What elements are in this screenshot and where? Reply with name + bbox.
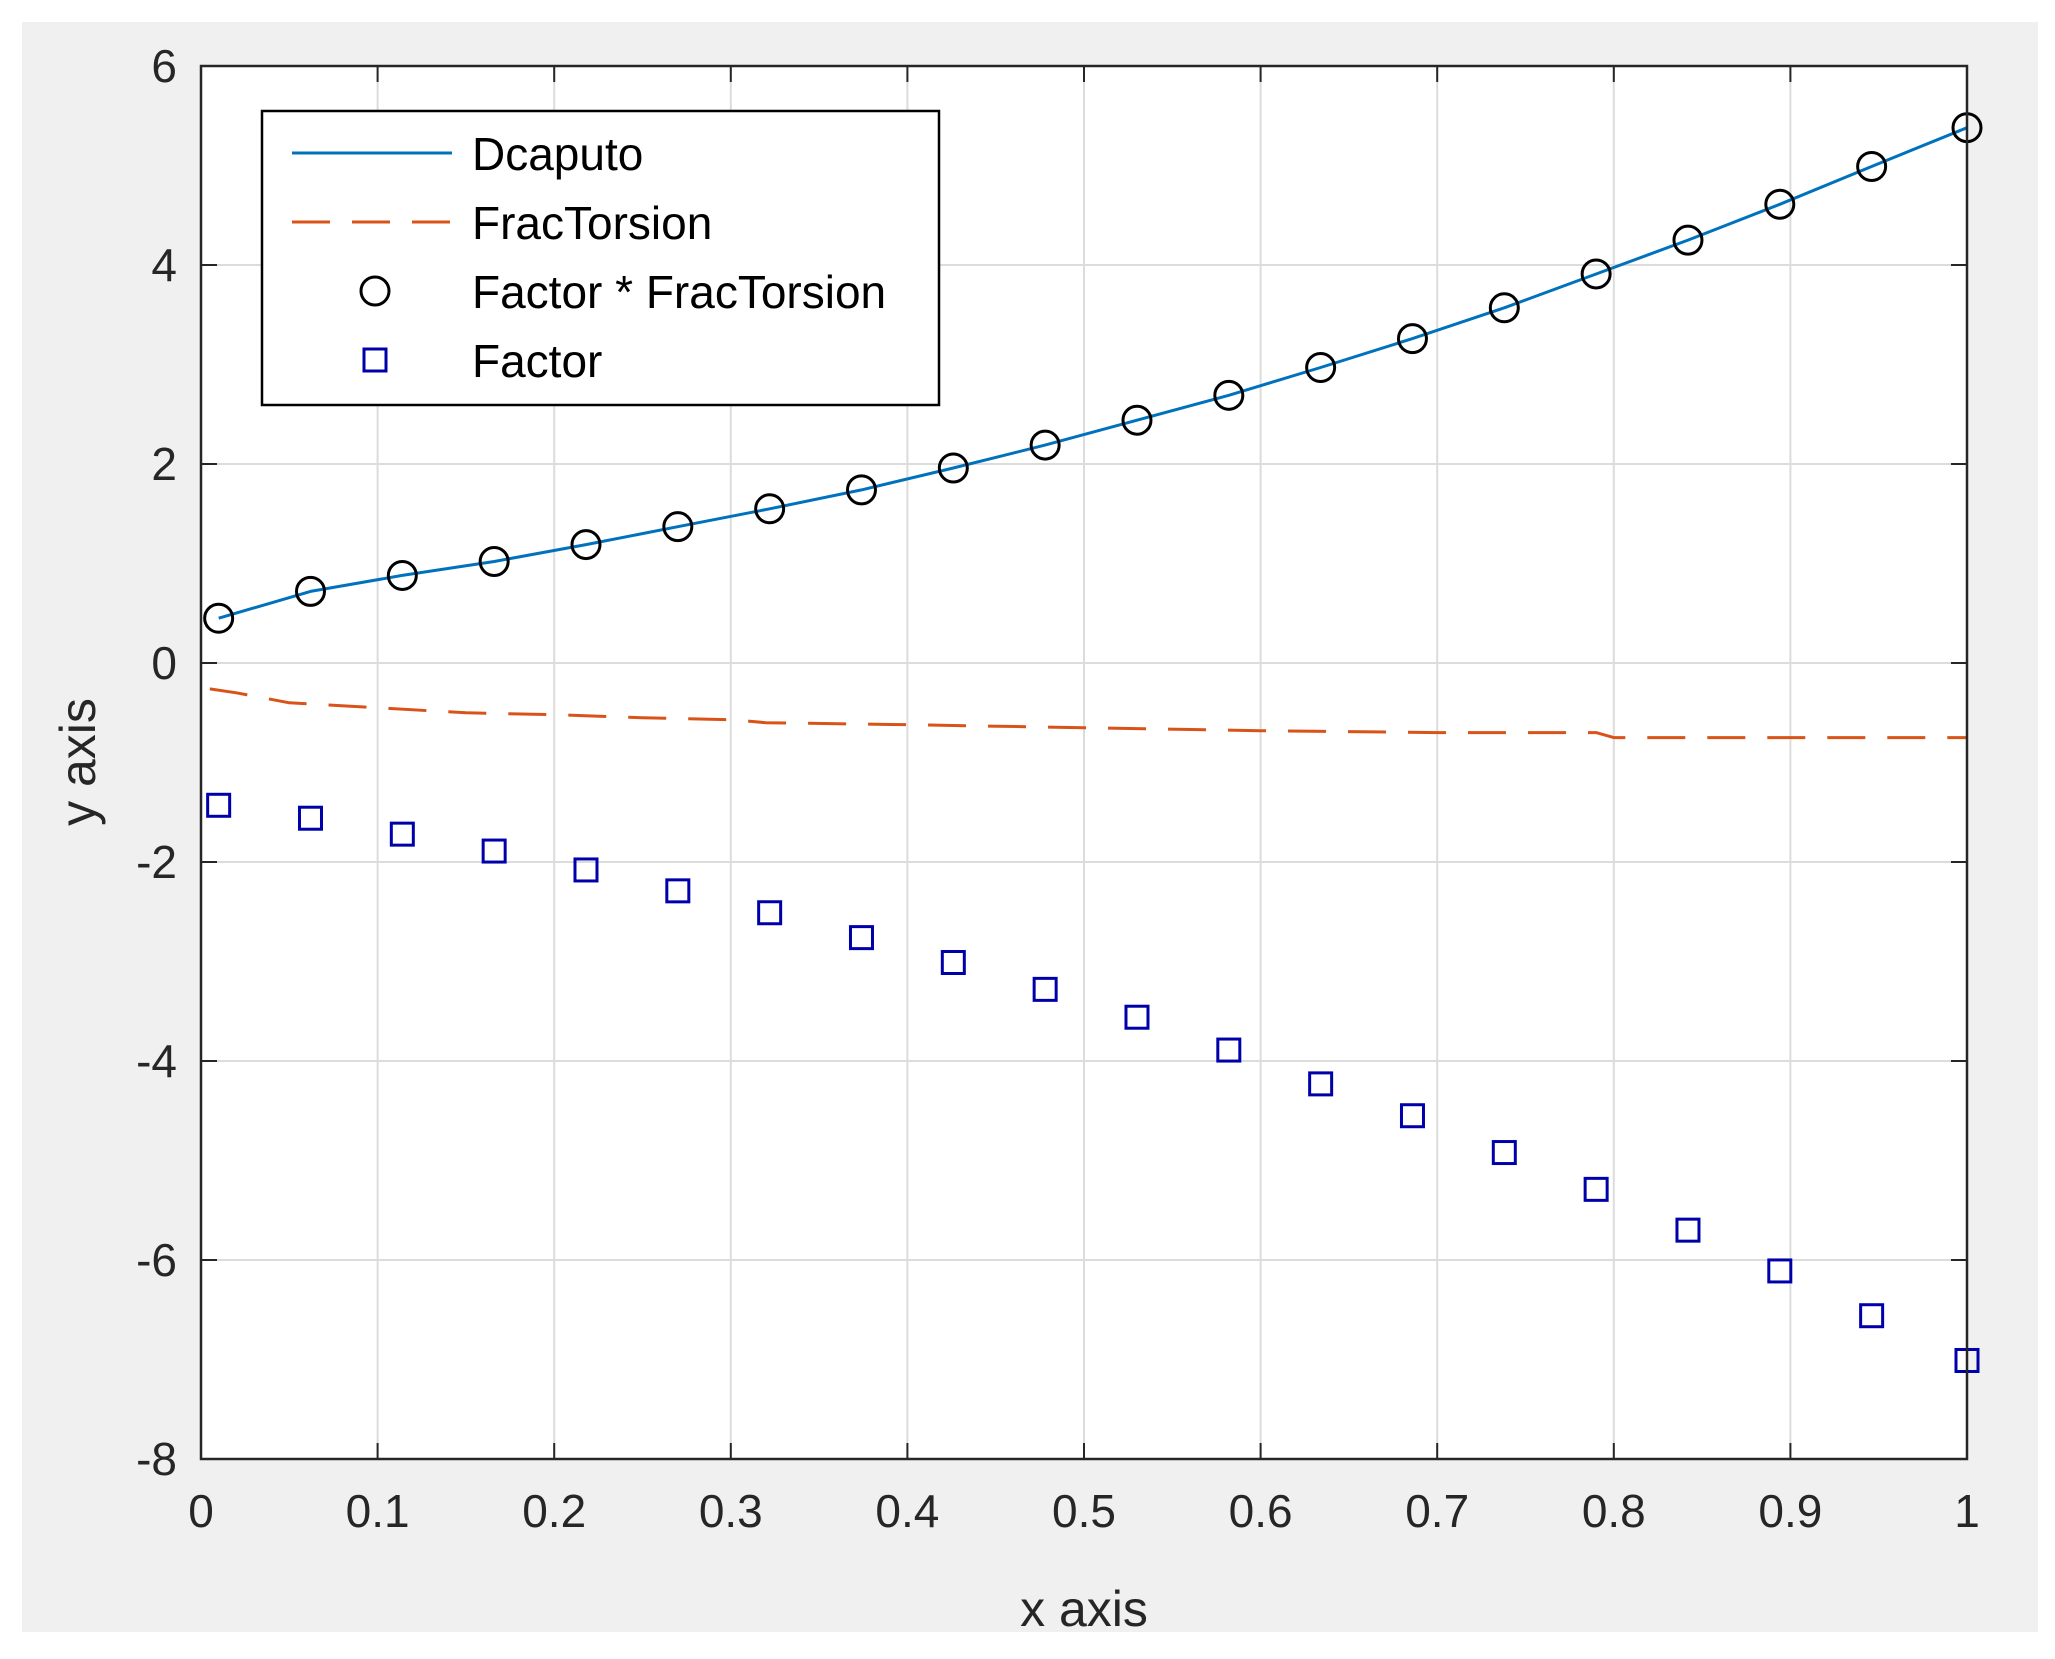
marker-factor (848, 925, 874, 951)
x-tick-label: 1 (1954, 1485, 1980, 1537)
x-tick-label: 0.5 (1052, 1485, 1116, 1537)
y-tick-label: -6 (136, 1234, 177, 1286)
marker-factor-fractorsion (1396, 323, 1428, 355)
x-axis-label: x axis (1020, 1581, 1148, 1637)
x-tick-label: 0.1 (346, 1485, 410, 1537)
legend-swatch-factor-fractorsion (359, 275, 391, 307)
marker-factor (573, 857, 599, 883)
marker-factor-fractorsion (1856, 150, 1888, 182)
y-tick-label: -4 (136, 1035, 177, 1087)
tick-labels: 0 0.1 0.2 0.3 0.4 0.5 0.6 0.7 0.8 0.9 1 -8 -6 -4 -2 0 2 4… (136, 40, 1980, 1537)
marker-factor-fractorsion (478, 546, 510, 578)
marker-factor-fractorsion (1305, 351, 1337, 383)
x-tick-label: 0 (188, 1485, 214, 1537)
marker-factor (1124, 1004, 1150, 1030)
legend-label-factor-fractorsion: Factor * FracTorsion (472, 266, 886, 318)
marker-factor-fractorsion (203, 602, 235, 634)
legend-label-fractorsion: FracTorsion (472, 197, 712, 249)
marker-factor (206, 792, 232, 818)
x-tick-label: 0.8 (1582, 1485, 1646, 1537)
y-tick-label: -2 (136, 836, 177, 888)
legend-label-dcaputo: Dcaputo (472, 128, 643, 180)
marker-factor (389, 821, 415, 847)
legend: Dcaputo FracTorsion Factor * FracTorsion… (260, 109, 941, 407)
y-tick-label: 6 (151, 40, 177, 92)
marker-factor (1491, 1140, 1517, 1166)
marker-factor (1859, 1303, 1885, 1329)
ticks (200, 65, 1968, 1460)
x-tick-label: 0.7 (1405, 1485, 1469, 1537)
marker-factor-fractorsion (937, 452, 969, 484)
marker-factor-fractorsion (570, 529, 602, 561)
marker-factor (1308, 1071, 1334, 1097)
y-tick-label: -8 (136, 1433, 177, 1485)
x-tick-label: 0.2 (522, 1485, 586, 1537)
marker-factor (1767, 1258, 1793, 1284)
x-tick-label: 0.4 (875, 1485, 939, 1537)
marker-factor-fractorsion (662, 511, 694, 543)
legend-swatch-factor (362, 347, 388, 373)
marker-factor (757, 900, 783, 926)
legend-label-factor: Factor (472, 335, 602, 387)
marker-factor-fractorsion (754, 493, 786, 525)
marker-factor-fractorsion (1764, 188, 1796, 220)
marker-factor (940, 949, 966, 975)
series-group (203, 112, 1983, 1373)
marker-factor (1675, 1217, 1701, 1243)
x-tick-label: 0.3 (699, 1485, 763, 1537)
marker-factor (665, 878, 691, 904)
marker-factor-fractorsion (1672, 224, 1704, 256)
y-tick-label: 4 (151, 239, 177, 291)
marker-factor (1583, 1176, 1609, 1202)
marker-factor-fractorsion (1213, 379, 1245, 411)
x-tick-label: 0.9 (1758, 1485, 1822, 1537)
marker-factor (1216, 1037, 1242, 1063)
marker-factor-fractorsion (294, 575, 326, 607)
marker-factor (481, 838, 507, 864)
marker-factor-fractorsion (1121, 404, 1153, 436)
legend-box (260, 109, 941, 407)
marker-factor-fractorsion (1029, 429, 1061, 461)
marker-factor-fractorsion (845, 474, 877, 506)
y-tick-label: 0 (151, 637, 177, 689)
y-axis-label: y axis (50, 698, 106, 826)
series-line-fractorsion (209, 687, 1967, 740)
marker-factor (1032, 976, 1058, 1002)
x-tick-label: 0.6 (1229, 1485, 1293, 1537)
marker-factor-fractorsion (1488, 292, 1520, 324)
y-tick-label: 2 (151, 438, 177, 490)
marker-factor-fractorsion (1580, 258, 1612, 290)
marker-factor (1399, 1103, 1425, 1129)
series-line-dcaputo (218, 126, 1968, 620)
marker-factor-fractorsion (386, 559, 418, 591)
marker-factor (297, 805, 323, 831)
